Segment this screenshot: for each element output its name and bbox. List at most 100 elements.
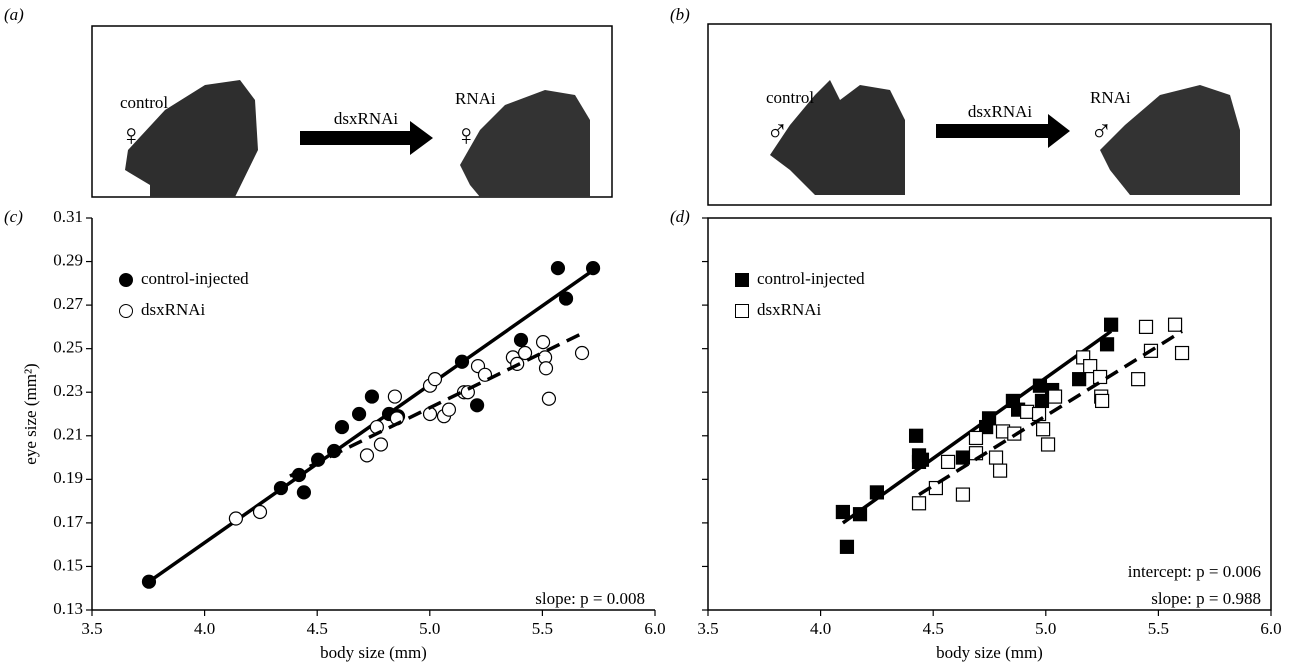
point: [1083, 358, 1098, 374]
point: [441, 402, 457, 417]
point: [541, 391, 557, 406]
y-tick-label: 0.15: [53, 555, 83, 574]
x-tick-label: 4.5: [307, 619, 328, 638]
point: [1138, 319, 1154, 334]
x-tick-label: 6.0: [1260, 619, 1281, 638]
point: [427, 372, 443, 387]
x-axis-label: body size (mm): [936, 643, 1043, 662]
point: [359, 448, 375, 463]
point: [351, 406, 367, 422]
point: [364, 389, 380, 404]
arrow-label: dsxRNAi: [334, 109, 399, 128]
x-tick-label: 5.0: [419, 619, 440, 638]
x-tick-label: 4.0: [810, 619, 831, 638]
point: [1094, 393, 1110, 409]
trend-line: [918, 329, 1183, 497]
x-tick-label: 5.5: [1148, 619, 1169, 638]
y-tick-label: 0.31: [53, 207, 83, 226]
y-axis-label: eye size (mm²): [21, 363, 40, 464]
arrow: [300, 121, 433, 155]
point: [968, 430, 984, 446]
x-tick-label: 4.5: [923, 619, 944, 638]
panel-frame: [91, 25, 613, 198]
panel-label: (a): [4, 5, 24, 24]
y-tick-label: 0.19: [53, 468, 83, 487]
point: [1020, 404, 1035, 419]
point: [387, 389, 402, 404]
point: [469, 398, 485, 413]
point: [1131, 372, 1146, 387]
legend-marker: [735, 273, 749, 287]
panel-label: (d): [670, 207, 690, 226]
point: [992, 463, 1008, 478]
point: [513, 332, 529, 348]
point: [228, 511, 244, 526]
beetle-photo: [1100, 85, 1240, 195]
point: [574, 345, 590, 361]
legend-label: control-injected: [141, 269, 249, 288]
beetle-photo: [460, 90, 590, 197]
point: [1047, 389, 1063, 404]
point: [373, 437, 389, 452]
point: [538, 361, 554, 376]
y-tick-label: 0.27: [53, 294, 83, 313]
beetle-photo: [125, 80, 258, 197]
y-tick-label: 0.17: [53, 512, 83, 531]
point: [988, 450, 1004, 465]
photo-caption: RNAi: [1090, 88, 1131, 107]
sex-symbol: ♀: [455, 119, 478, 152]
point: [252, 504, 268, 520]
annotation: slope: p = 0.988: [1151, 589, 1261, 608]
y-tick-label: 0.29: [53, 250, 83, 269]
point: [535, 335, 551, 350]
point: [517, 345, 533, 361]
y-tick-label: 0.21: [53, 425, 83, 444]
point: [911, 496, 927, 511]
y-tick-label: 0.25: [53, 338, 83, 357]
photo-caption: control: [120, 93, 168, 112]
point: [1174, 345, 1190, 361]
x-tick-label: 4.0: [194, 619, 215, 638]
point: [940, 454, 956, 470]
point: [296, 485, 312, 500]
legend-marker: [735, 304, 749, 318]
y-tick-label: 0.23: [53, 381, 83, 400]
x-axis-label: body size (mm): [320, 643, 427, 662]
beetle-photo: [770, 80, 905, 195]
x-tick-label: 5.0: [1035, 619, 1056, 638]
sex-symbol: ♂: [766, 115, 789, 148]
legend-marker: [119, 273, 133, 287]
arrow: [936, 114, 1070, 148]
legend-label: control-injected: [757, 269, 865, 288]
panel-label: (b): [670, 5, 690, 24]
point: [334, 419, 350, 435]
point: [955, 450, 971, 465]
point: [955, 487, 971, 502]
x-tick-label: 6.0: [644, 619, 665, 638]
legend-marker: [119, 304, 133, 318]
point: [908, 428, 924, 443]
arrow-label: dsxRNAi: [968, 102, 1033, 121]
photo-caption: RNAi: [455, 89, 496, 108]
x-tick-label: 3.5: [81, 619, 102, 638]
sex-symbol: ♀: [120, 119, 143, 152]
point: [1099, 337, 1115, 352]
point: [1072, 372, 1087, 387]
legend-label: dsxRNAi: [141, 300, 206, 319]
point: [839, 539, 855, 554]
photo-caption: control: [766, 88, 814, 107]
x-tick-label: 5.5: [532, 619, 553, 638]
point: [550, 260, 566, 276]
trend-line: [841, 329, 1113, 525]
plot-frame: [707, 217, 1272, 611]
point: [1040, 437, 1056, 452]
point: [558, 291, 574, 306]
point: [835, 504, 850, 520]
point: [1167, 317, 1183, 332]
legend-label: dsxRNAi: [757, 300, 822, 319]
point: [1035, 422, 1051, 437]
trend-line: [289, 331, 583, 478]
sex-symbol: ♂: [1090, 115, 1113, 148]
x-tick-label: 3.5: [697, 619, 718, 638]
